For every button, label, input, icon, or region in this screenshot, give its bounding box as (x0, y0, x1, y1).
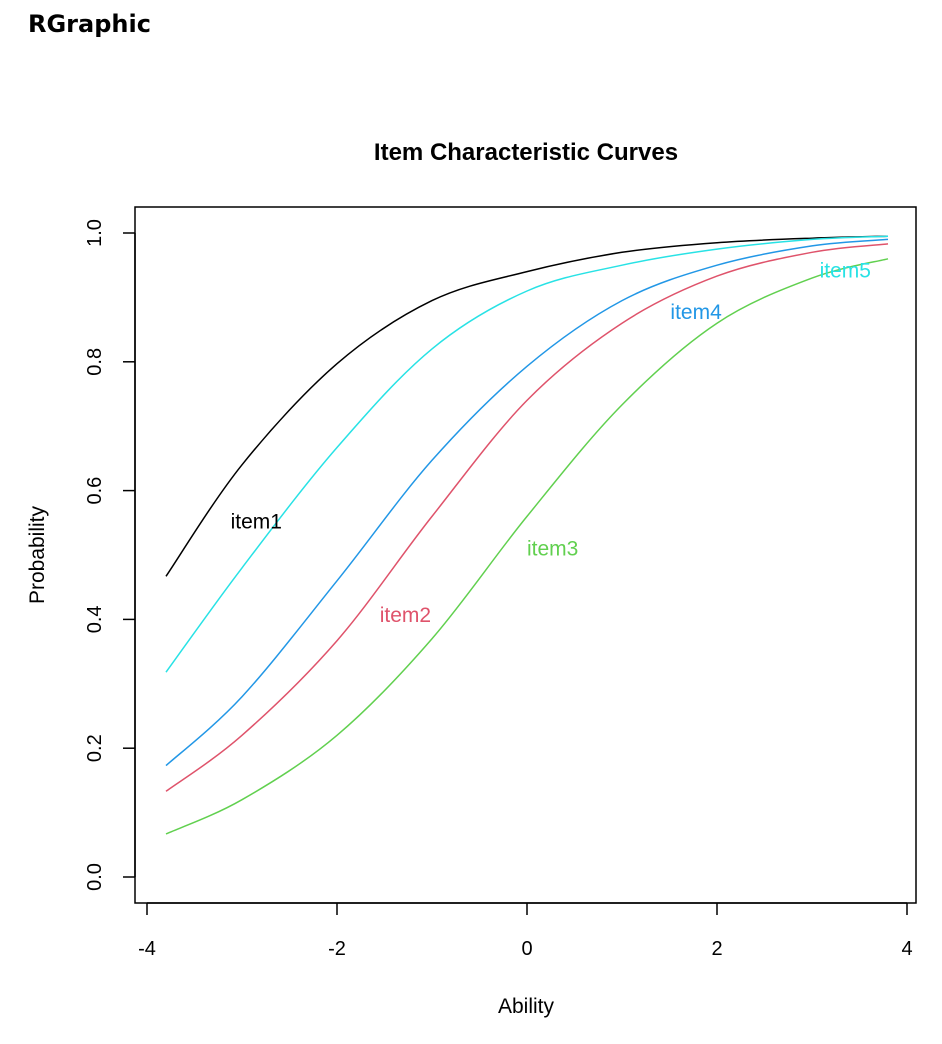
x-tick-label: 0 (521, 938, 532, 960)
series-layer: item1 item2 item3 item4 item5 (165, 235, 889, 835)
y-tick-label: 0.2 (84, 734, 106, 762)
y-tick-label: 1.0 (84, 219, 106, 247)
x-axis-title: Ability (498, 995, 555, 1018)
x-tick-label: 4 (901, 938, 912, 960)
series-line-item5 (165, 235, 889, 673)
x-tick-label: -2 (328, 938, 346, 960)
series-label-item5: item5 (820, 259, 871, 282)
window-title: RGraphic (28, 10, 151, 38)
x-tick-label: -4 (138, 938, 156, 960)
series-line-item3 (165, 258, 889, 835)
series-line-item4 (165, 238, 889, 767)
series-label-item1: item1 (231, 511, 282, 534)
chart-title: Item Characteristic Curves (374, 139, 678, 166)
y-tick-label: 0.6 (84, 477, 106, 505)
y-tick-label: 0.0 (84, 863, 106, 891)
y-axis-title: Probability (26, 505, 49, 604)
series-label-item4: item4 (670, 301, 722, 324)
series-line-item1 (165, 235, 889, 577)
series-label-item2: item2 (380, 604, 431, 627)
series-label-item3: item3 (527, 538, 578, 561)
y-tick-label: 0.4 (84, 605, 106, 633)
series-line-item2 (165, 243, 889, 792)
y-tick-label: 0.8 (84, 348, 106, 376)
y-axis: 0.0 0.2 0.4 0.6 0.8 1.0 (84, 219, 136, 891)
x-axis: -4 -2 0 2 4 (138, 902, 913, 960)
x-tick-label: 2 (711, 938, 722, 960)
